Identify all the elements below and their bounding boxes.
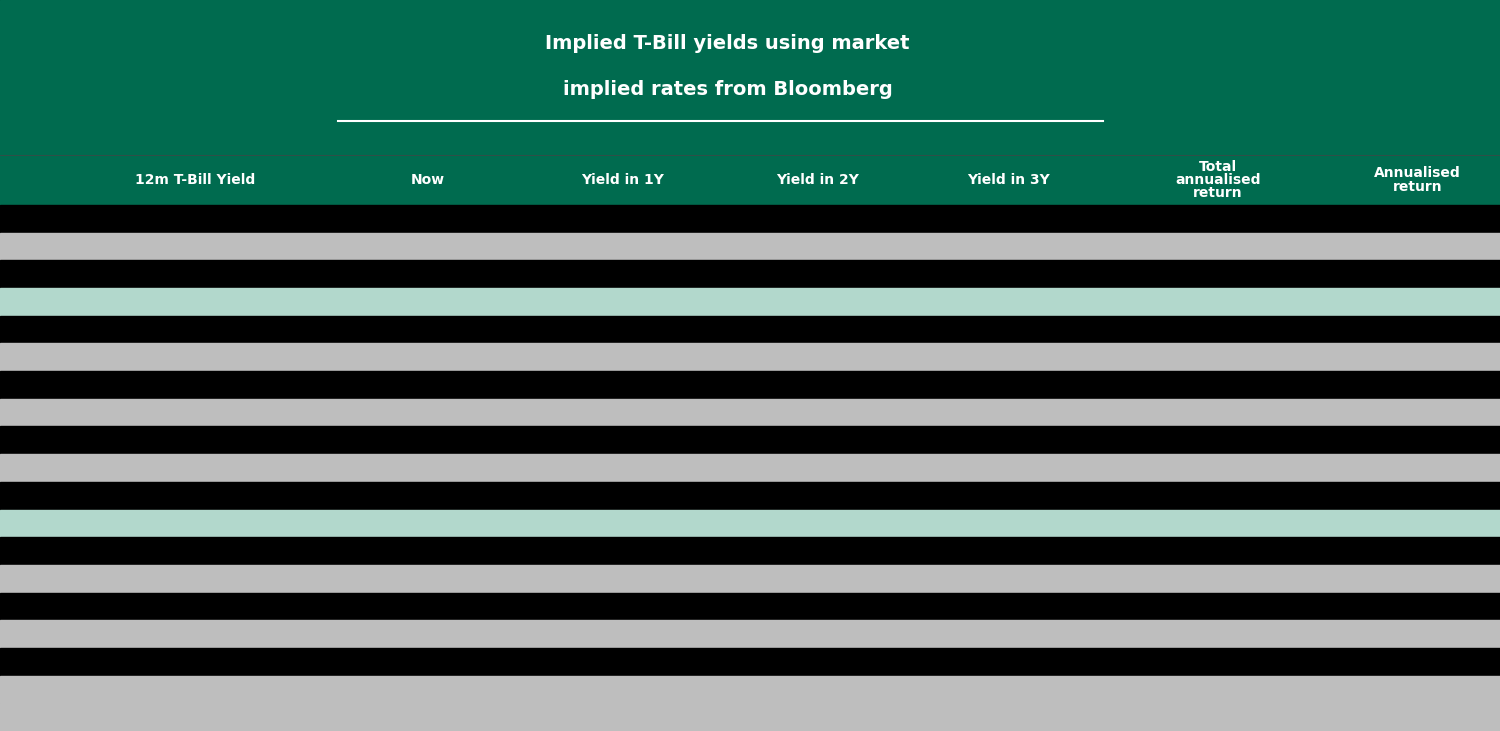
Bar	[0, 316, 1500, 344]
Text: return: return	[1392, 180, 1443, 194]
Bar	[0, 675, 1500, 703]
Bar	[0, 510, 1500, 537]
Bar	[0, 288, 1500, 316]
Bar	[0, 260, 1500, 288]
Text: 12m T-Bill Yield: 12m T-Bill Yield	[135, 173, 255, 187]
Text: annualised: annualised	[1176, 173, 1260, 187]
Bar	[0, 155, 1500, 205]
Text: Now: Now	[411, 173, 444, 187]
Bar	[0, 454, 1500, 482]
Bar	[0, 537, 1500, 565]
Text: return: return	[1192, 186, 1243, 200]
Bar	[0, 565, 1500, 593]
Text: implied rates from Bloomberg: implied rates from Bloomberg	[562, 80, 892, 99]
Bar	[0, 621, 1500, 648]
Bar	[0, 593, 1500, 621]
Bar	[0, 205, 1500, 232]
Bar	[0, 232, 1500, 260]
Bar	[0, 371, 1500, 399]
Bar	[0, 0, 1500, 155]
Bar	[0, 426, 1500, 454]
Bar	[0, 703, 1500, 731]
Text: Yield in 2Y: Yield in 2Y	[776, 173, 859, 187]
Text: Implied T-Bill yields using market: Implied T-Bill yields using market	[546, 34, 909, 53]
Text: Yield in 1Y: Yield in 1Y	[580, 173, 664, 187]
Bar	[0, 399, 1500, 426]
Text: Annualised: Annualised	[1374, 167, 1461, 181]
Bar	[0, 482, 1500, 510]
Text: Yield in 3Y: Yield in 3Y	[966, 173, 1050, 187]
Bar	[0, 648, 1500, 675]
Text: Total: Total	[1198, 160, 1237, 174]
Bar	[0, 344, 1500, 371]
